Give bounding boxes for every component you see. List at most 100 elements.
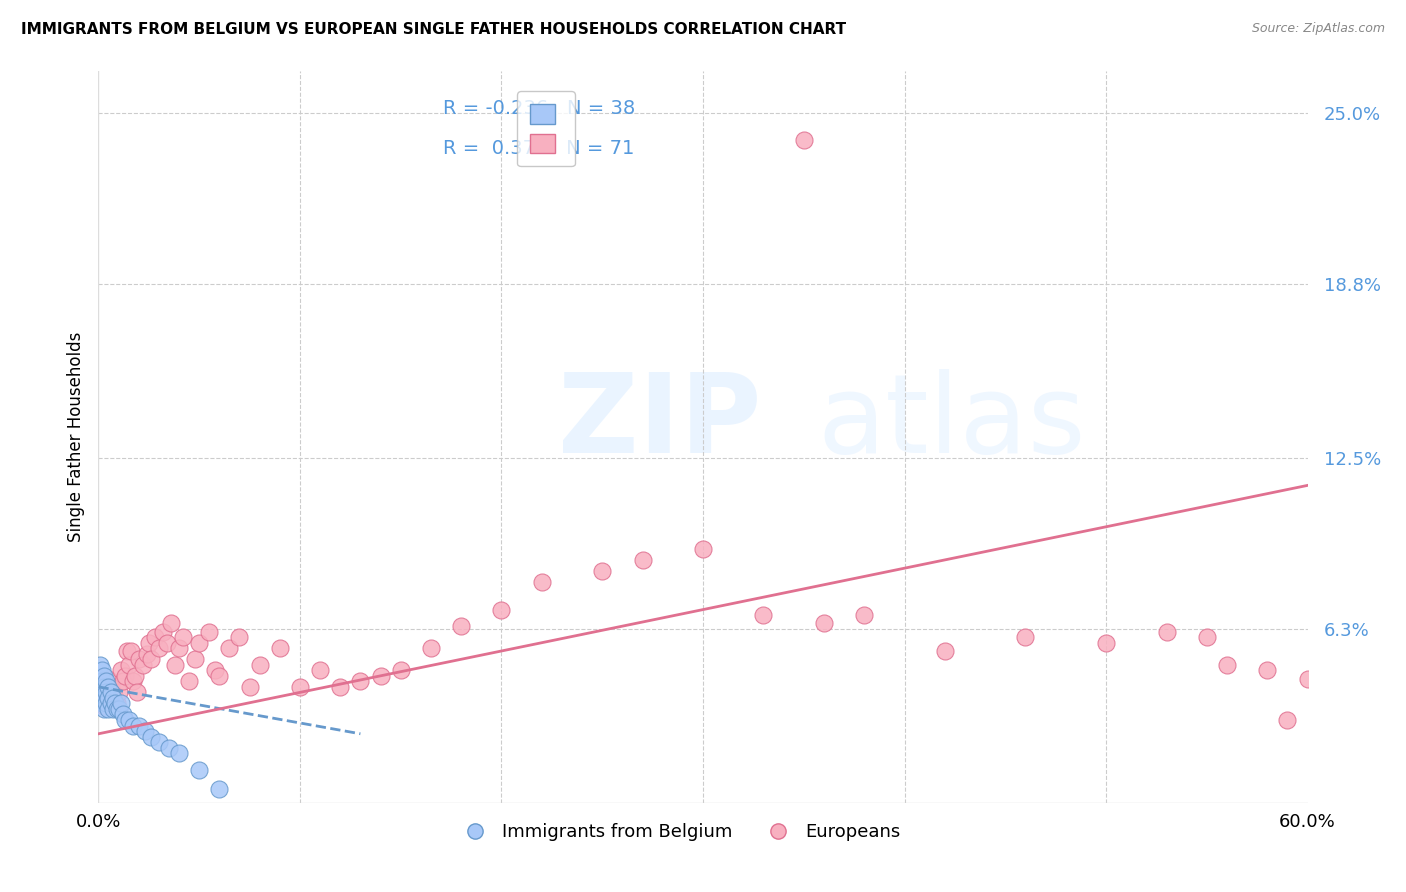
Point	[208, 669, 231, 683]
Point	[100, 685, 122, 699]
Point	[208, 782, 231, 797]
Point	[101, 685, 124, 699]
Point	[188, 636, 211, 650]
Legend: Immigrants from Belgium, Europeans: Immigrants from Belgium, Europeans	[450, 816, 907, 848]
Point	[228, 630, 250, 644]
Point	[420, 641, 443, 656]
Point	[692, 541, 714, 556]
Point	[1156, 624, 1178, 639]
Point	[288, 680, 311, 694]
Point	[103, 690, 125, 705]
Point	[198, 624, 221, 639]
Text: ZIP: ZIP	[558, 369, 761, 476]
Point	[204, 663, 226, 677]
Point	[138, 636, 160, 650]
Point	[93, 680, 115, 694]
Text: IMMIGRANTS FROM BELGIUM VS EUROPEAN SINGLE FATHER HOUSEHOLDS CORRELATION CHART: IMMIGRANTS FROM BELGIUM VS EUROPEAN SING…	[21, 22, 846, 37]
Point	[450, 619, 472, 633]
Point	[97, 672, 120, 686]
Point	[239, 680, 262, 694]
Point	[100, 680, 122, 694]
Point	[93, 680, 115, 694]
Point	[96, 674, 118, 689]
Point	[93, 690, 115, 705]
Point	[110, 697, 132, 711]
Text: Source: ZipAtlas.com: Source: ZipAtlas.com	[1251, 22, 1385, 36]
Point	[631, 553, 654, 567]
Point	[143, 630, 166, 644]
Point	[156, 636, 179, 650]
Text: R =  0.376   N = 71: R = 0.376 N = 71	[443, 138, 634, 158]
Point	[218, 641, 240, 656]
Point	[1216, 657, 1239, 672]
Point	[752, 608, 775, 623]
Point	[91, 674, 114, 689]
Point	[167, 746, 190, 760]
Point	[148, 735, 170, 749]
Point	[101, 690, 124, 705]
Point	[105, 697, 128, 711]
Point	[93, 699, 115, 714]
Point	[934, 644, 956, 658]
Point	[114, 669, 136, 683]
Point	[1296, 672, 1319, 686]
Point	[853, 608, 876, 623]
Point	[370, 669, 392, 683]
Point	[120, 644, 142, 658]
Point	[160, 616, 183, 631]
Point	[139, 730, 162, 744]
Point	[110, 663, 132, 677]
Point	[121, 718, 143, 732]
Point	[97, 690, 120, 705]
Point	[167, 641, 190, 656]
Point	[118, 657, 141, 672]
Point	[132, 657, 155, 672]
Point	[491, 602, 513, 616]
Point	[134, 724, 156, 739]
Point	[128, 718, 150, 732]
Point	[100, 697, 122, 711]
Point	[1095, 636, 1118, 650]
Point	[93, 669, 115, 683]
Point	[139, 652, 162, 666]
Point	[269, 641, 291, 656]
Point	[152, 624, 174, 639]
Point	[91, 663, 114, 677]
Point	[89, 680, 111, 694]
Point	[97, 702, 120, 716]
Point	[329, 680, 352, 694]
Point	[89, 672, 111, 686]
Point	[111, 707, 134, 722]
Point	[89, 690, 111, 705]
Point	[114, 713, 136, 727]
Point	[1256, 663, 1278, 677]
Point	[1014, 630, 1036, 644]
Point	[793, 133, 815, 147]
Point	[148, 641, 170, 656]
Point	[1277, 713, 1299, 727]
Point	[125, 685, 148, 699]
Point	[107, 702, 129, 716]
Point	[188, 763, 211, 777]
Point	[163, 657, 186, 672]
Point	[96, 685, 118, 699]
Point	[118, 713, 141, 727]
Point	[309, 663, 332, 677]
Point	[96, 697, 118, 711]
Point	[349, 674, 371, 689]
Point	[184, 652, 207, 666]
Point	[97, 685, 120, 699]
Point	[389, 663, 412, 677]
Point	[103, 697, 125, 711]
Point	[89, 657, 111, 672]
Point	[157, 740, 180, 755]
Point	[135, 647, 157, 661]
Point	[91, 697, 114, 711]
Text: R = -0.236   N = 38: R = -0.236 N = 38	[443, 99, 636, 118]
Point	[179, 674, 201, 689]
Point	[813, 616, 835, 631]
Point	[172, 630, 194, 644]
Point	[97, 680, 120, 694]
Text: atlas: atlas	[818, 369, 1087, 476]
Y-axis label: Single Father Households: Single Father Households	[66, 332, 84, 542]
